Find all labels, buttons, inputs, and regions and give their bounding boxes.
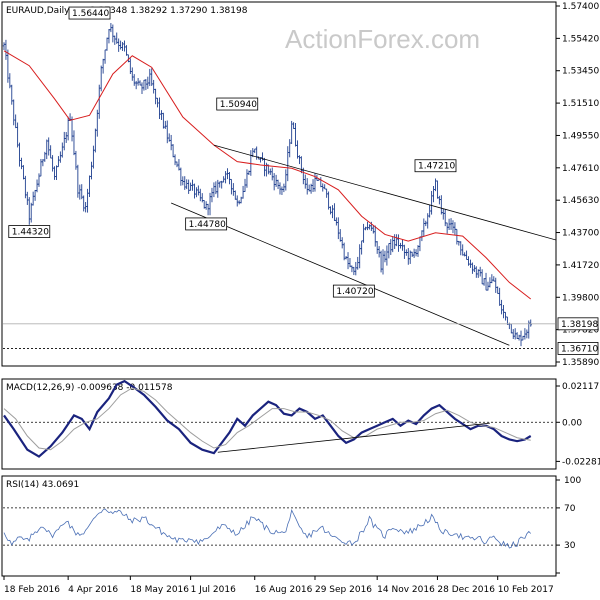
channel-upper-line — [213, 144, 556, 241]
macd-tick-label: 0.021171 — [562, 382, 600, 392]
rsi-title: RSI(14) 43.0691 — [6, 480, 79, 490]
price-tick-label: 1.47610 — [562, 164, 599, 174]
price-tick-label: 1.41720 — [562, 261, 599, 271]
price-panel-frame — [1, 1, 557, 367]
svg-text:1.44320: 1.44320 — [12, 228, 49, 238]
price-ohlc: 1.37348 1.38292 1.37290 1.38198 — [90, 6, 248, 16]
macd-y-axis: 0.021171 0.00 -0.022814 — [556, 382, 600, 467]
x-tick-label: 28 Dec 2016 — [437, 585, 495, 595]
price-panel: ActionForex.com EURAUD,Daily 1.37348 1.3… — [1, 1, 599, 368]
price-label: 1.47210 — [414, 159, 457, 173]
candle — [529, 319, 532, 327]
price-label: 1.44780 — [185, 217, 228, 231]
x-tick-label: 14 Nov 2016 — [377, 585, 435, 595]
svg-text:1.40720: 1.40720 — [336, 287, 373, 297]
svg-text:1.56440: 1.56440 — [72, 9, 109, 19]
price-tick-label: 1.55420 — [562, 34, 599, 44]
rsi-lines — [3, 507, 555, 549]
price-tick-label: 1.37820 — [562, 326, 599, 336]
price-label: 1.50940 — [216, 97, 259, 111]
x-tick-label: 16 Aug 2016 — [255, 585, 313, 595]
macd-tick-label: -0.022814 — [562, 457, 600, 467]
current-price-box: 1.38198 — [557, 317, 598, 331]
macd-lines — [3, 379, 555, 458]
price-title: EURAUD,Daily — [6, 6, 70, 16]
x-tick-label: 18 Feb 2016 — [4, 585, 60, 595]
price-tick-label: 1.57400 — [562, 2, 599, 12]
x-tick-label: 18 May 2016 — [130, 585, 189, 595]
price-label: 1.56440 — [68, 6, 111, 20]
price-label: 1.44320 — [8, 225, 51, 238]
price-label: 1.40720 — [332, 284, 375, 298]
price-labels: 1.56440 1.50940 1.47210 1.44320 1.44780 1.407… — [8, 6, 457, 298]
macd-panel: MACD(12,26,9) -0.009638 -0.011578 0.0211… — [1, 378, 600, 470]
rsi-line — [3, 508, 532, 549]
svg-text:1.44780: 1.44780 — [189, 220, 226, 230]
price-tick-label: 1.49550 — [562, 131, 599, 141]
rsi-tick-label: 70 — [564, 504, 576, 514]
rsi-panel: RSI(14) 43.0691 100 70 30 — [1, 475, 581, 577]
x-tick-label: 10 Feb 2017 — [498, 585, 554, 595]
support-level-box: 1.36710 — [557, 342, 598, 355]
x-axis: 18 Feb 2016 4 Apr 2016 18 May 2016 1 Jul 20… — [3, 576, 554, 595]
channel-lower-line — [170, 202, 510, 346]
svg-text:1.36710: 1.36710 — [561, 344, 598, 354]
signal-line — [3, 387, 531, 451]
rsi-tick-label: 30 — [564, 541, 576, 551]
price-tick-label: 1.45630 — [562, 196, 599, 206]
watermark: ActionForex.com — [285, 24, 480, 54]
price-overlays — [3, 50, 556, 349]
macd-trendline — [217, 422, 490, 453]
price-tick-label: 1.51510 — [562, 99, 599, 109]
macd-title: MACD(12,26,9) -0.009638 -0.011578 — [6, 383, 173, 393]
price-tick-label: 1.35890 — [562, 358, 599, 368]
price-tick-label: 1.39800 — [562, 293, 599, 303]
moving-average-line — [3, 50, 532, 300]
price-y-axis: 1.57400 1.55420 1.53450 1.51510 1.49550 1.476… — [556, 2, 599, 368]
x-tick-label: 4 Apr 2016 — [68, 585, 118, 595]
price-tick-label: 1.53450 — [562, 67, 599, 77]
rsi-y-axis: 100 70 30 — [556, 476, 581, 574]
macd-tick-label: 0.00 — [562, 418, 582, 428]
price-tick-label: 1.43700 — [562, 229, 599, 239]
svg-text:1.50940: 1.50940 — [220, 100, 257, 110]
x-tick-label: 29 Sep 2016 — [315, 585, 372, 595]
rsi-panel-frame — [1, 475, 557, 577]
x-tick-label: 1 Jul 2016 — [191, 585, 236, 595]
rsi-tick-label: 100 — [564, 476, 581, 486]
svg-text:1.38198: 1.38198 — [561, 320, 598, 330]
price-bars — [2, 23, 532, 347]
svg-text:1.47210: 1.47210 — [418, 162, 455, 172]
